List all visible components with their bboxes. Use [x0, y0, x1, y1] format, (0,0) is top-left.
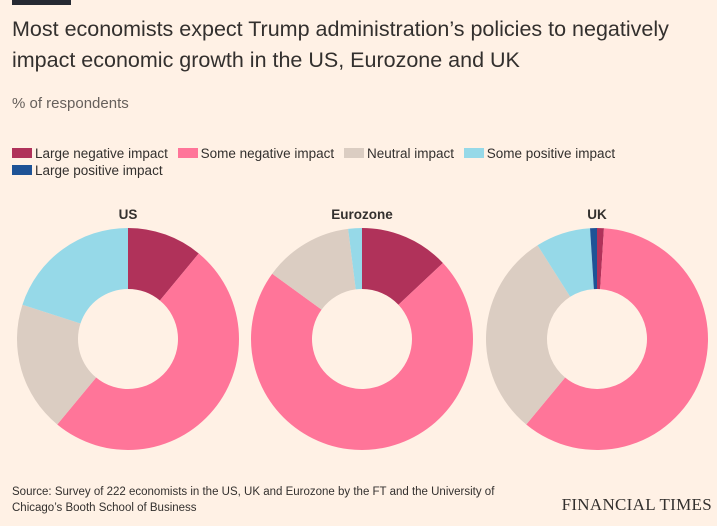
legend-label: Some negative impact	[200, 146, 335, 161]
donut-slice-us-neutral-impact	[16, 304, 97, 425]
legend-swatch	[12, 148, 32, 158]
legend-label: Large positive impact	[35, 163, 163, 178]
legend: Large negative impact Some negative impa…	[12, 145, 702, 179]
chart-subtitle: % of respondents	[12, 95, 129, 112]
donut-charts: US Eurozone UK	[16, 207, 709, 450]
donut-slice-uk-neutral-impact	[485, 245, 571, 425]
legend-swatch	[12, 165, 32, 175]
ft-logo: FINANCIAL TIMES	[561, 495, 712, 514]
donut-slice-us-large-negative-impact	[128, 228, 199, 301]
donut-slice-us-some-negative-impact	[57, 253, 239, 450]
donut-slice-eurozone-some-positive-impact	[348, 228, 362, 290]
legend-label: Some positive impact	[486, 146, 616, 161]
source-note: Source: Survey of 222 economists in the …	[12, 486, 495, 514]
legend-label: Large negative impact	[35, 146, 168, 161]
donut-slice-uk-large-positive-impact	[590, 228, 597, 290]
donut-title-uk: UK	[587, 207, 607, 222]
donut-slice-eurozone-some-negative-impact	[251, 263, 474, 450]
donut-title-us: US	[119, 207, 138, 222]
legend-item-some-negative: Some negative impact	[177, 145, 335, 162]
top-accent-bar	[12, 0, 71, 5]
legend-swatch	[177, 148, 198, 158]
legend-item-some-positive: Some positive impact	[463, 145, 616, 162]
legend-swatch	[463, 148, 484, 158]
donut-slice-uk-some-positive-impact	[537, 228, 594, 297]
donut-slice-uk-large-negative-impact	[597, 228, 604, 290]
donut-slice-us-some-positive-impact	[22, 228, 129, 324]
donut-slice-eurozone-neutral-impact	[272, 228, 356, 310]
chart-title: Most economists expect Trump administrat…	[12, 17, 669, 72]
legend-label: Neutral impact	[366, 146, 454, 161]
donut-title-eurozone: Eurozone	[331, 207, 393, 222]
legend-swatch	[343, 148, 364, 158]
legend-item-neutral: Neutral impact	[343, 145, 454, 162]
donut-slice-uk-some-negative-impact	[526, 228, 709, 450]
legend-item-large-positive: Large positive impact	[12, 162, 163, 179]
legend-item-large-negative: Large negative impact	[12, 145, 168, 162]
donut-slice-eurozone-large-negative-impact	[362, 228, 443, 305]
